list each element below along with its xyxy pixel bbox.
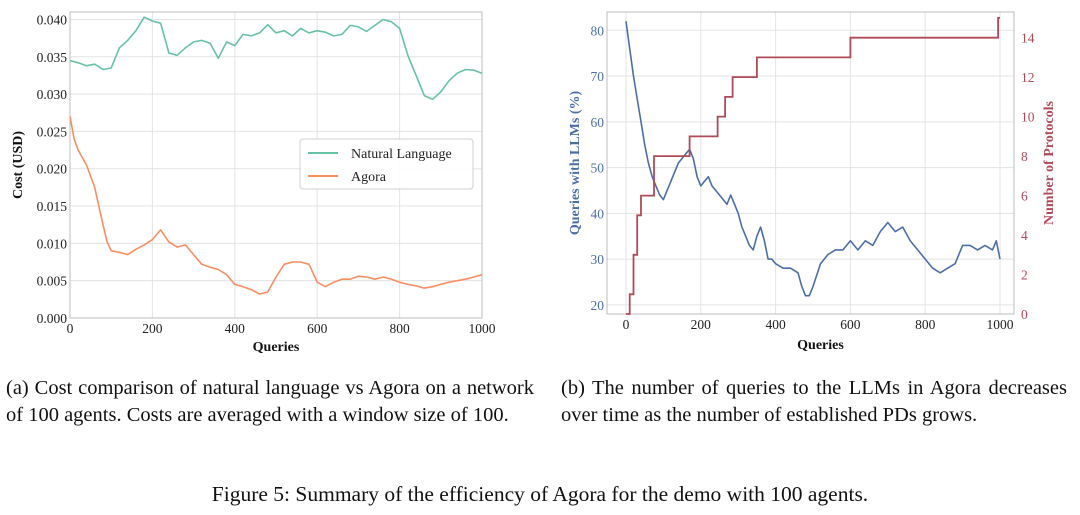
y2-tick-label-5: 10 [1021,110,1035,125]
y-tick-label-2: 0.010 [37,236,68,251]
plot-frame [606,11,1015,315]
x-tick-label-1: 200 [691,317,712,332]
y2-tick-label-0: 0 [1021,307,1028,322]
y2-tick-label-7: 14 [1021,31,1035,46]
y-tick-label-0: 0.000 [37,311,68,326]
y-tick-label-4: 0.020 [37,162,68,177]
y2-tick-label-3: 6 [1021,189,1028,204]
x-tick-label-5: 1000 [987,317,1014,332]
y-tick-label-1: 30 [591,252,605,267]
caption-a: (a) Cost comparison of natural language … [6,377,534,426]
y2-axis-label: Number of Protocols [1042,101,1057,225]
x-tick-label-1: 200 [142,321,163,336]
x-tick-label-4: 800 [915,317,936,332]
plot-frame [69,11,483,319]
llm-queries-chart: 0 200 400 600 800 1000 20 30 40 50 60 70 80 0 2 4 6 8 10 12… [548,0,1080,362]
x-tick-label-0: 0 [67,321,74,336]
x-tick-label-5: 1000 [469,321,496,336]
y-tick-label-6: 0.030 [37,87,68,102]
y-tick-label-1: 0.005 [37,274,68,289]
y-axis-label: Cost (USD) [11,131,26,199]
x-tick-label-2: 400 [765,317,786,332]
x-tick-label-0: 0 [623,317,630,332]
series-line-number-of-protocols [626,17,1000,315]
series-line-natural-language [69,16,483,101]
legend-box [299,138,474,190]
y-tick-label-5: 70 [591,69,605,84]
y-tick-label-6: 80 [591,23,605,38]
y-axis-label: Queries with LLMs (%) [568,91,583,236]
legend: Natural Language Agora [299,138,474,190]
x-tick-label-4: 800 [389,321,410,336]
y-tick-label-7: 0.035 [37,50,68,65]
x-axis-label: Queries [797,338,844,353]
figure-caption: Figure 5: Summary of the efficiency of A… [211,482,869,506]
y-tick-label-3: 50 [591,161,605,176]
y2-tick-label-2: 4 [1021,228,1028,243]
x-tick-label-3: 600 [307,321,328,336]
caption-b: (b) The number of queries to the LLMs in… [561,377,1067,426]
y-tick-label-0: 20 [591,298,605,313]
series-line-agora [69,116,483,295]
x-tick-label-2: 400 [225,321,246,336]
cost-comparison-plot: 0 200 400 600 800 1000 0.000 0.005 0.010 0.015 0.0… [11,11,496,355]
y-tick-label-3: 0.015 [37,199,68,214]
y2-tick-label-1: 2 [1021,268,1028,283]
y2-tick-label-4: 8 [1021,149,1028,164]
y-tick-label-2: 40 [591,206,605,221]
grid [607,12,1014,314]
x-axis-label: Queries [253,340,300,355]
legend-label-1: Agora [351,170,387,185]
y-tick-label-4: 60 [591,115,605,130]
legend-label-0: Natural Language [351,147,452,162]
y-tick-label-8: 0.040 [37,12,68,27]
series-line-queries-with-llms [625,21,1001,297]
y2-tick-label-6: 12 [1021,70,1035,85]
y-tick-label-5: 0.025 [37,124,68,139]
x-tick-label-3: 600 [840,317,861,332]
llm-queries-plot: 0 200 400 600 800 100020304050607080024681012… [568,11,1057,353]
cost-comparison-chart: 0 200 400 600 800 1000 0.000 0.005 0.010 0.015 0.0… [0,0,540,362]
